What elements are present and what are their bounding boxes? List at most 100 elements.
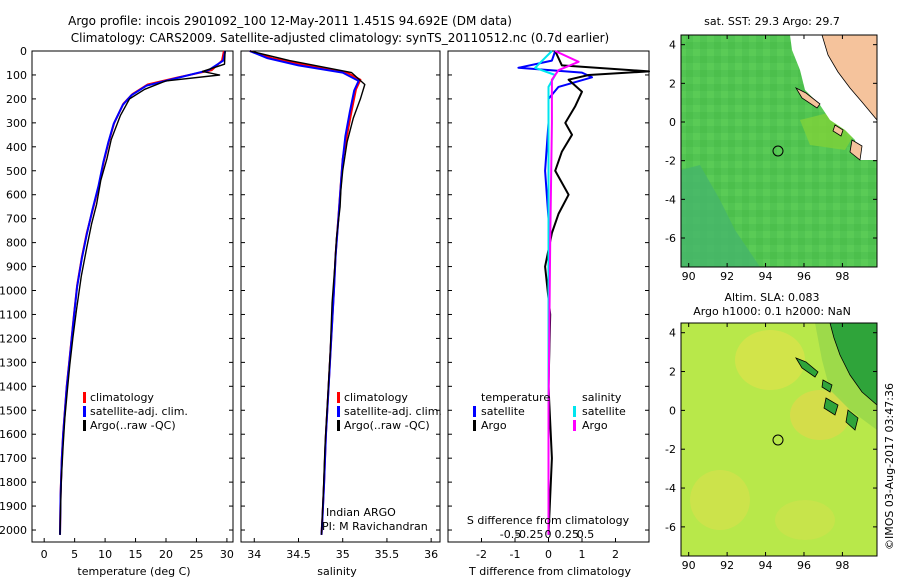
temperature-tick-label: 15: [129, 548, 143, 561]
legend-title-salinity: salinity: [582, 391, 622, 404]
legend-label-satellite: satellite-adj. clim.: [90, 405, 188, 418]
latitude-tick-label: 4: [669, 327, 676, 340]
sla-map-frame: [680, 322, 878, 557]
island-4: [845, 409, 859, 431]
latitude-tick-label: -2: [665, 443, 676, 456]
legend-title-temperature: temperature: [481, 391, 550, 404]
t-difference-tick-label: -2: [476, 548, 487, 561]
depth-tick-label: 900: [6, 261, 27, 274]
depth-tick-label: 700: [6, 213, 27, 226]
sla-map-ticks: 90 92 94 96 98 4 2 0 -2 -4 -6: [665, 323, 877, 572]
s-difference-tick-label: -0.25: [515, 528, 543, 541]
t-difference-tick-label: 1: [579, 548, 586, 561]
temperature-tick-label: 10: [98, 548, 112, 561]
t-difference-tick-label: 0: [545, 548, 552, 561]
sst-map: [680, 34, 878, 268]
argo-float-marker: [772, 434, 784, 446]
longitude-tick-label: 96: [797, 270, 811, 283]
depth-tick-label: 500: [6, 165, 27, 178]
series-line-salinity-satellite: [534, 50, 557, 535]
latitude-tick-label: -4: [665, 193, 676, 206]
profile-curves: [59, 50, 650, 535]
longitude-tick-label: 96: [797, 559, 811, 572]
t-difference-tick-label: -1: [510, 548, 521, 561]
legend-swatch-climatology: [337, 392, 340, 403]
s-difference-tick-label: -0.5: [500, 528, 521, 541]
legend-swatch-satellite: [83, 406, 86, 417]
series-line-satellite-adj-clim-: [59, 50, 227, 535]
figure-title-line2: Climatology: CARS2009. Satellite-adjuste…: [71, 31, 609, 45]
series-line-temperature-satellite: [517, 50, 593, 535]
legend-label-argo: Argo(..raw -QC): [90, 419, 176, 432]
legend-swatch-t-argo: [473, 420, 476, 431]
depth-tick-label: 600: [6, 189, 27, 202]
longitude-tick-label: 90: [682, 270, 696, 283]
sla-high-1: [735, 330, 805, 390]
s-difference-tick-label: 0.5: [577, 528, 595, 541]
temperature-axis-label: temperature (deg C): [77, 565, 190, 578]
legend-label-argo: Argo(..raw -QC): [344, 419, 430, 432]
t-difference-axis-label: T difference from climatology: [468, 565, 631, 578]
legend-label-climatology: climatology: [344, 391, 408, 404]
depth-tick-label: 800: [6, 237, 27, 250]
temperature-tick-label: 25: [189, 548, 203, 561]
depth-tick-label: 1400: [0, 380, 27, 393]
latitude-tick-label: 2: [669, 77, 676, 90]
argo-float-marker: [772, 145, 784, 157]
legend-label-s-argo: Argo: [582, 419, 608, 432]
longitude-tick-label: 92: [720, 559, 734, 572]
series-line-climatology: [59, 50, 225, 535]
sla-high-4: [775, 500, 835, 540]
legend-label-t-satellite: satellite: [481, 405, 525, 418]
temperature-panel-frame: [31, 50, 234, 543]
latitude-tick-label: -6: [665, 232, 676, 245]
island-1: [795, 357, 819, 378]
depth-tick-label: 300: [6, 117, 27, 130]
latitude-tick-label: -4: [665, 482, 676, 495]
sst-map-frame: [680, 34, 878, 268]
longitude-tick-label: 94: [759, 270, 773, 283]
float-pi-note: PI: M Ravichandran: [322, 520, 428, 533]
latitude-tick-label: 0: [669, 116, 676, 129]
difference-legend: temperature satellite Argo salinity sate…: [473, 391, 626, 432]
island-3: [823, 397, 839, 416]
salinity-legend: climatology satellite-adj. clim. Argo(..…: [337, 391, 442, 432]
legend-swatch-s-argo: [573, 420, 576, 431]
series-line-salinity-argo: [547, 50, 580, 535]
legend-swatch-s-satellite: [573, 406, 576, 417]
island-3: [849, 139, 863, 161]
latitude-tick-label: -2: [665, 155, 676, 168]
island-1: [794, 87, 821, 109]
temperature-tick-label: 5: [71, 548, 78, 561]
depth-tick-label: 1500: [0, 404, 27, 417]
imos-credit: ©IMOS 03-Aug-2017 03:47:36: [883, 383, 896, 550]
depth-tick-label: 1800: [0, 476, 27, 489]
longitude-tick-label: 94: [759, 559, 773, 572]
sst-cool-patch: [681, 165, 760, 267]
temperature-tick-label: 30: [220, 548, 234, 561]
s-difference-tick-label: 0.25: [555, 528, 580, 541]
depth-tick-label: 1700: [0, 452, 27, 465]
salinity-panel-frame: [240, 50, 441, 543]
series-line-argo-raw-qc-: [59, 50, 226, 535]
sla-high-2: [790, 390, 850, 440]
longitude-tick-label: 90: [682, 559, 696, 572]
longitude-tick-label: 98: [835, 270, 849, 283]
series-line-argo-raw-qc-: [249, 50, 366, 535]
depth-tick-label: 1300: [0, 356, 27, 369]
depth-tick-label: 1200: [0, 332, 27, 345]
depth-axis: 0 100 200 300 400 500 600 700 800 900 1000 1100 1200…: [0, 45, 649, 537]
series-line-satellite-adj-clim-: [249, 50, 360, 535]
sla-high-3: [690, 470, 750, 530]
depth-tick-label: 0: [20, 45, 27, 58]
sla-map: [680, 322, 878, 557]
temperature-legend: climatology satellite-adj. clim. Argo(..…: [83, 391, 188, 432]
latitude-tick-label: 2: [669, 366, 676, 379]
salinity-tick-label: 36: [424, 548, 438, 561]
x-axis-ticks: 0 5 10 15 20 25 30 34 34.5 35 35.5 36 -2 -1 0 1 2 -0.5-0.…: [41, 528, 619, 561]
longitude-tick-label: 92: [720, 270, 734, 283]
series-line-temperature-argo: [544, 50, 650, 535]
s-difference-tick-label: 0: [545, 528, 552, 541]
depth-tick-label: 1000: [0, 285, 27, 298]
